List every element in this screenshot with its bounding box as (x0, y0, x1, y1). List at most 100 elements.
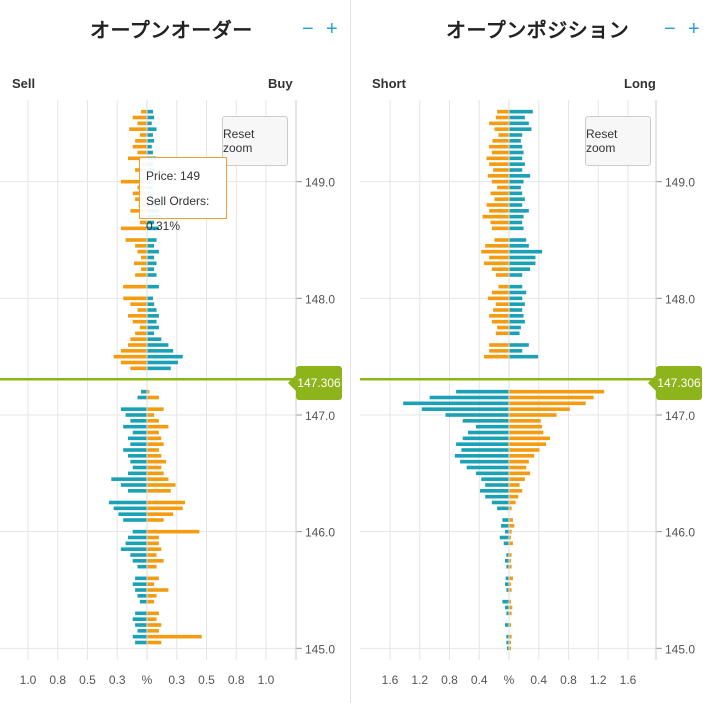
bar-sell (120, 226, 147, 231)
bar-long (509, 156, 523, 161)
bar-buy (147, 459, 167, 464)
bar-sell (137, 629, 147, 633)
bar-short (456, 389, 509, 394)
bar-sell (137, 249, 147, 254)
bar-buy (147, 611, 159, 616)
bar-buy (147, 629, 159, 633)
bar-sell (130, 553, 147, 557)
bar-long (509, 524, 515, 528)
bar-short (498, 133, 509, 137)
long-label: Long (624, 76, 656, 91)
current-price-badge: 147.306 (288, 366, 342, 400)
x-tick-label: 1.2 (411, 673, 428, 687)
x-tick-label: 0.3 (168, 673, 185, 687)
bar-sell (135, 139, 147, 143)
bar-buy (147, 273, 157, 277)
bar-sell (132, 559, 147, 563)
bar-long (509, 640, 511, 645)
bar-long (509, 646, 511, 651)
bar-short (486, 203, 509, 207)
bar-long (509, 553, 512, 557)
sell-label: Sell (12, 76, 36, 91)
bar-long (509, 582, 511, 586)
bar-short (506, 634, 509, 639)
bar-short (468, 430, 509, 435)
bar-long (509, 185, 521, 190)
bar-buy (147, 354, 183, 359)
bar-short (475, 471, 509, 476)
bar-short (506, 640, 509, 645)
bar-short (493, 168, 509, 172)
bar-sell (130, 419, 147, 423)
bar-short (491, 500, 509, 505)
reset-zoom-button[interactable]: Reset zoom (222, 116, 288, 166)
bar-sell (139, 325, 147, 330)
bar-long (509, 133, 523, 137)
bar-sell (132, 617, 147, 621)
bar-sell (137, 395, 147, 400)
bar-long (509, 389, 605, 394)
bar-long (509, 448, 540, 452)
zoom-in-button[interactable]: + (326, 18, 338, 40)
bar-sell (141, 109, 147, 114)
bar-short (489, 144, 509, 149)
bar-sell (139, 133, 147, 137)
bar-short (505, 529, 509, 534)
bar-long (509, 576, 513, 581)
bar-sell (135, 623, 147, 627)
bar-short (507, 646, 509, 651)
bar-sell (135, 576, 147, 581)
bar-sell (123, 448, 147, 452)
bar-long (509, 419, 541, 423)
bar-sell (135, 640, 147, 645)
panel-title: オープンポジション (446, 20, 630, 42)
bar-long (509, 308, 523, 312)
bar-sell (130, 442, 147, 446)
bar-sell (125, 413, 147, 417)
bar-buy (147, 553, 157, 557)
bar-short (494, 197, 509, 201)
panel-title: オープンオーダー (90, 20, 253, 42)
zoom-in-button[interactable]: + (688, 18, 700, 40)
bar-long (509, 611, 512, 616)
bar-short (495, 273, 509, 277)
bar-short (466, 465, 509, 470)
bar-short (483, 261, 509, 266)
bar-short (497, 185, 509, 190)
bar-buy (147, 541, 159, 546)
bar-sell (123, 424, 147, 429)
bar-long (509, 109, 533, 114)
bar-short (491, 179, 509, 184)
bar-sell (127, 535, 147, 540)
bar-buy (147, 512, 174, 516)
bar-short (403, 401, 509, 406)
zoom-out-button[interactable]: − (664, 18, 676, 40)
bar-long (509, 413, 557, 417)
x-tick-label: 0.4 (471, 673, 488, 687)
bar-long (509, 168, 523, 172)
bar-long (509, 599, 511, 604)
bar-sell (127, 471, 147, 476)
bar-short (462, 419, 509, 423)
bar-short (479, 489, 509, 493)
bar-short (445, 413, 509, 417)
bar-short (489, 349, 509, 353)
bar-long (509, 465, 527, 470)
bar-buy (147, 314, 159, 318)
bar-buy (147, 349, 174, 353)
bar-sell (135, 244, 147, 248)
bar-sell (132, 465, 147, 470)
reset-zoom-button[interactable]: Reset zoom (585, 116, 651, 166)
bar-sell (130, 302, 147, 306)
x-tick-label: 0.4 (530, 673, 547, 687)
zoom-out-button[interactable]: − (302, 18, 314, 40)
bar-short (499, 535, 509, 540)
x-tick-label: % (142, 673, 153, 687)
bar-buy (147, 407, 164, 411)
bar-sell (137, 594, 147, 598)
bar-buy (147, 535, 159, 540)
bar-sell (125, 541, 147, 546)
bar-short (506, 564, 509, 569)
y-tick-label: 145.0 (305, 642, 335, 656)
bar-short (497, 109, 509, 114)
